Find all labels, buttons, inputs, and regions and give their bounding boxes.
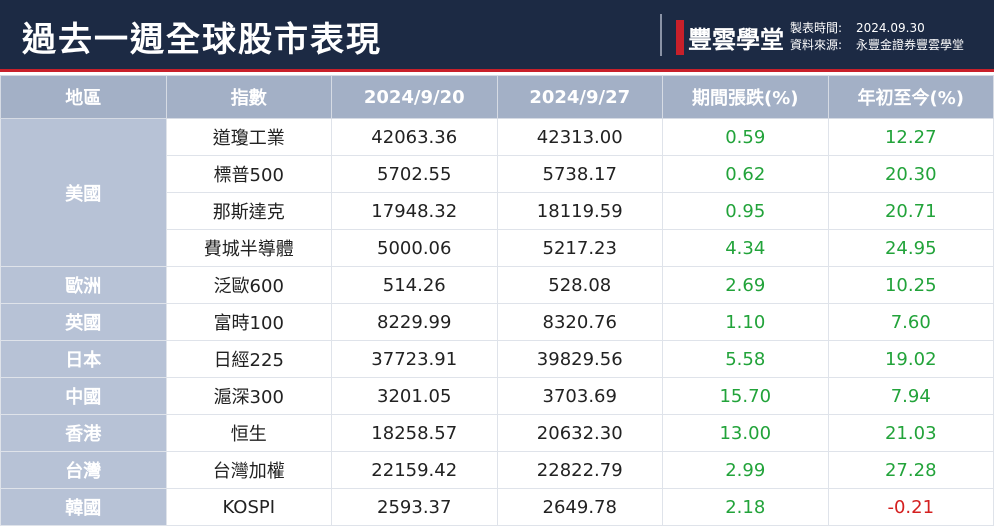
value-cell: 5217.23: [496, 229, 663, 267]
table-row: 香港 恒生 18258.57 20632.30 13.00 21.03: [0, 414, 994, 452]
value-cell: 3703.69: [496, 377, 663, 415]
index-cell: 滬深300: [165, 377, 332, 415]
region-cell: 歐洲: [0, 266, 167, 304]
meta-value: 永豐金證券豐雲學堂: [856, 38, 965, 52]
table: 地區 指數 2024/9/20 2024/9/27 期間張跌(%) 年初至今(%) 美國道…: [0, 75, 994, 526]
meta-value: 2024.09.30: [856, 21, 925, 35]
value-cell: 5738.17: [496, 155, 663, 193]
value-cell: 3201.05: [331, 377, 498, 415]
index-cell: 費城半導體: [165, 229, 332, 267]
table-row: 英國 富時100 8229.99 8320.76 1.10 7.60: [0, 303, 994, 341]
separator: [660, 14, 662, 56]
region-cell: 台灣: [0, 451, 167, 489]
value-cell: 10.25: [827, 266, 994, 304]
value-cell: 4.34: [662, 229, 829, 267]
value-cell: 22822.79: [496, 451, 663, 489]
region-cell: 美國: [0, 118, 167, 267]
table-row: 中國 滬深300 3201.05 3703.69 15.70 7.94: [0, 377, 994, 415]
region-cell: 英國: [0, 303, 167, 341]
region-cell: 日本: [0, 340, 167, 378]
value-cell: 5702.55: [331, 155, 498, 193]
column-header: 2024/9/27: [496, 75, 663, 119]
column-header: 指數: [165, 75, 332, 119]
value-cell: 21.03: [827, 414, 994, 452]
region-cell: 香港: [0, 414, 167, 452]
index-cell: 日經225: [165, 340, 332, 378]
value-cell: 18258.57: [331, 414, 498, 452]
value-cell: 27.28: [827, 451, 994, 489]
brand: 豐雲學堂: [676, 20, 784, 55]
value-cell: 20.30: [827, 155, 994, 193]
header-row: 地區 指數 2024/9/20 2024/9/27 期間張跌(%) 年初至今(%): [0, 75, 994, 119]
header: 過去一週全球股市表現 豐雲學堂 製表時間: 2024.09.30 資料來源: 永豐金…: [0, 0, 994, 72]
value-cell: 0.59: [662, 118, 829, 156]
value-cell: 42063.36: [331, 118, 498, 156]
value-cell: 22159.42: [331, 451, 498, 489]
table-row: 費城半導體 5000.06 5217.23 4.34 24.95: [1, 229, 994, 267]
value-cell: 1.10: [662, 303, 829, 341]
index-cell: 富時100: [165, 303, 332, 341]
value-cell: 39829.56: [496, 340, 663, 378]
index-cell: 那斯達克: [165, 192, 332, 230]
value-cell: 8320.76: [496, 303, 663, 341]
meta-label: 資料來源:: [790, 38, 843, 52]
value-cell: 528.08: [496, 266, 663, 304]
value-cell: 2.99: [662, 451, 829, 489]
value-cell: 5000.06: [331, 229, 498, 267]
value-cell: 18119.59: [496, 192, 663, 230]
table-row: 台灣 台灣加權 22159.42 22822.79 2.99 27.28: [0, 451, 994, 489]
index-cell: 泛歐600: [165, 266, 332, 304]
value-cell: 7.60: [827, 303, 994, 341]
value-cell: 0.62: [662, 155, 829, 193]
value-cell: 19.02: [827, 340, 994, 378]
table-row: 那斯達克 17948.32 18119.59 0.95 20.71: [1, 192, 994, 230]
index-cell: 道瓊工業: [165, 118, 332, 156]
region-cell: 中國: [0, 377, 167, 415]
table-head: 地區 指數 2024/9/20 2024/9/27 期間張跌(%) 年初至今(%): [0, 75, 994, 119]
value-cell: 13.00: [662, 414, 829, 452]
value-cell: 15.70: [662, 377, 829, 415]
meta-row: 製表時間: 2024.09.30: [790, 20, 964, 37]
index-cell: 台灣加權: [165, 451, 332, 489]
meta: 製表時間: 2024.09.30 資料來源: 永豐金證券豐雲學堂: [790, 20, 964, 54]
index-cell: 恒生: [165, 414, 332, 452]
value-cell: 37723.91: [331, 340, 498, 378]
table-row: 美國 道瓊工業 42063.36 42313.00 0.59 12.27: [0, 118, 994, 267]
value-cell: 514.26: [331, 266, 498, 304]
column-header: 2024/9/20: [331, 75, 498, 119]
value-cell: 5.58: [662, 340, 829, 378]
value-cell: 0.95: [662, 192, 829, 230]
column-header: 期間張跌(%): [662, 75, 829, 119]
value-cell: 42313.00: [496, 118, 663, 156]
value-cell: 17948.32: [331, 192, 498, 230]
table-row: 歐洲 泛歐600 514.26 528.08 2.69 10.25: [0, 266, 994, 304]
table-body: 美國 道瓊工業 42063.36 42313.00 0.59 12.27 標普500 5702…: [0, 118, 994, 526]
index-cell: 標普500: [165, 155, 332, 193]
value-cell: 7.94: [827, 377, 994, 415]
table-row: 日本 日經225 37723.91 39829.56 5.58 19.02: [0, 340, 994, 378]
table-row: 標普500 5702.55 5738.17 0.62 20.30: [1, 155, 994, 193]
column-header: 年初至今(%): [827, 75, 994, 119]
meta-label: 製表時間:: [790, 21, 843, 35]
value-cell: 12.27: [827, 118, 994, 156]
value-cell: 24.95: [827, 229, 994, 267]
meta-row: 資料來源: 永豐金證券豐雲學堂: [790, 37, 964, 54]
title: 過去一週全球股市表現: [22, 20, 382, 60]
value-cell: 20632.30: [496, 414, 663, 452]
value-cell: 2.69: [662, 266, 829, 304]
column-header: 地區: [0, 75, 167, 119]
value-cell: 8229.99: [331, 303, 498, 341]
value-cell: 20.71: [827, 192, 994, 230]
